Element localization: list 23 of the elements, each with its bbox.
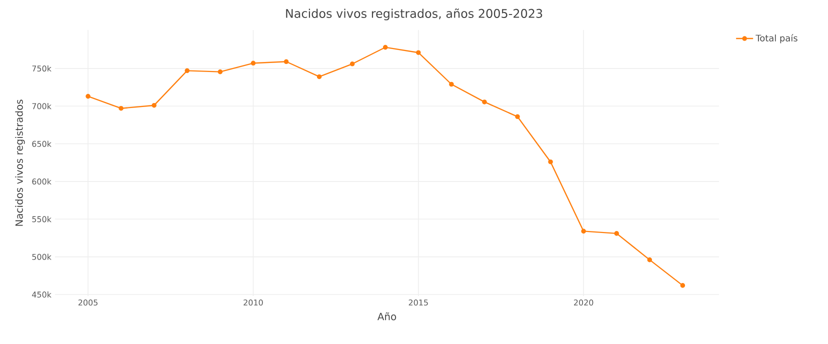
point (118, 106, 124, 111)
point (548, 159, 553, 164)
legend-label: Total país (756, 34, 798, 44)
point (515, 114, 520, 120)
point (350, 62, 355, 66)
chart-title: Nacidos vivos registrados, años 2005-2023 (286, 8, 542, 20)
point (250, 60, 256, 66)
point (382, 44, 388, 50)
point (416, 50, 421, 55)
point (284, 59, 289, 64)
point (581, 228, 586, 234)
point (316, 74, 322, 80)
point (218, 69, 223, 74)
point (614, 231, 619, 236)
point (152, 102, 156, 108)
point (86, 94, 90, 99)
point (449, 82, 454, 87)
y-axis-title: Nacidos vivos registrados (15, 100, 25, 226)
point (184, 68, 190, 74)
point (680, 283, 686, 288)
x-axis-title: Año (377, 312, 396, 320)
point (647, 257, 652, 262)
point (482, 100, 487, 104)
